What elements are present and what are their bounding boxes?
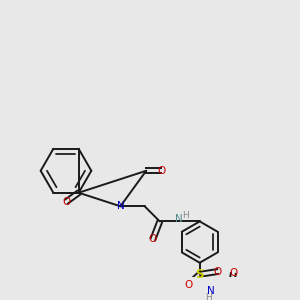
- Text: H: H: [205, 293, 212, 300]
- Text: S: S: [196, 268, 204, 281]
- Text: H: H: [182, 211, 188, 220]
- Text: O: O: [157, 166, 166, 176]
- Text: O: O: [62, 196, 70, 207]
- Text: O: O: [214, 266, 222, 277]
- Text: O: O: [184, 280, 192, 290]
- Text: O: O: [149, 234, 157, 244]
- Text: N: N: [116, 201, 124, 211]
- Text: N: N: [207, 286, 214, 296]
- Text: N: N: [175, 214, 183, 224]
- Text: O: O: [229, 268, 238, 278]
